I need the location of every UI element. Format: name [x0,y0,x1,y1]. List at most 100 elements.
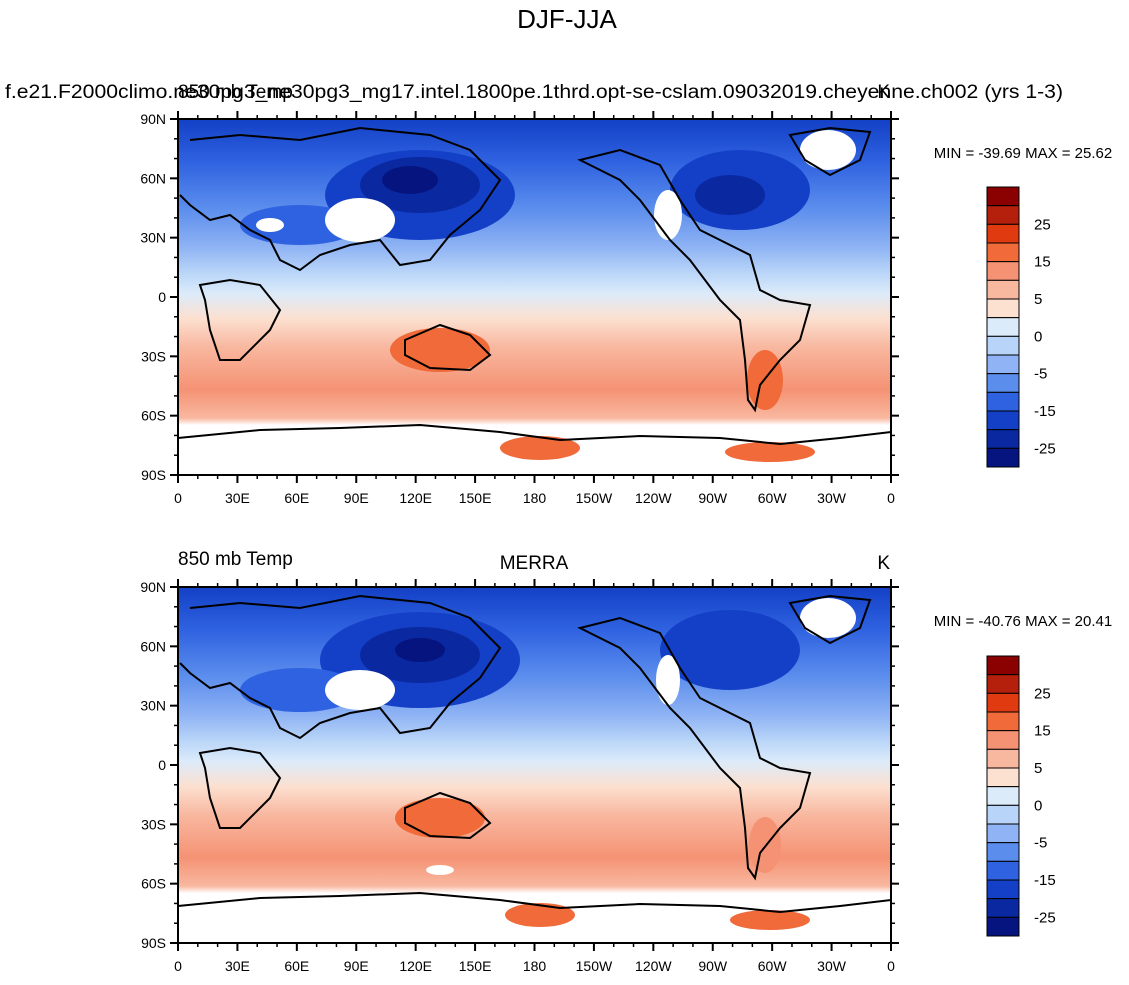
colorbar-label: 15 [1034,723,1051,740]
lon-tick-label: 180 [523,490,547,506]
lon-tick-label: 90E [344,490,369,506]
lat-tick-label: 60S [141,408,166,424]
colorbar-label: -5 [1034,835,1047,852]
lon-tick-label: 30E [225,490,250,506]
lon-tick-label: 90W [698,958,728,974]
colorbar-swatch [986,298,1020,319]
panel-left-label: 850 mb Temp [178,82,293,103]
colorbar-swatch [986,898,1020,918]
colorbar-label: 25 [1034,216,1051,233]
map-field [178,119,891,475]
colorbar-swatch [986,860,1020,881]
panel-model: 850 mb Temp K f.e21.F2000climo.ne30pg3_n… [5,82,1112,506]
colorbar: 25 15 5 0 -5 -15 -25 [986,186,1056,468]
colorbar-swatch [986,879,1020,900]
colorbar-label: -25 [1034,909,1056,926]
colorbar-swatch [986,823,1020,844]
panel-left-label: 850 mb Temp [178,549,293,570]
lon-tick-label: 150E [459,490,492,506]
panel-center-label: MERRA [500,553,569,574]
lon-tick-label: 0 [174,958,182,974]
colorbar-label: -5 [1034,366,1047,383]
lon-tick-label: 30E [225,958,250,974]
lon-tick-label: 30W [817,490,847,506]
colorbar-label: -15 [1034,403,1056,420]
lat-tick-label: 60N [140,638,166,654]
coastlines [177,126,892,446]
colorbar-swatch [986,842,1020,862]
lon-tick-label: 120E [399,490,432,506]
colorbar-swatch [986,767,1020,788]
colorbar-swatch [986,748,1020,769]
colorbar-label: 25 [1034,685,1051,702]
colorbar-swatch [986,335,1020,356]
colorbar-swatch [986,674,1020,694]
colorbar-swatch [986,447,1020,468]
lon-tick-label: 0 [887,958,895,974]
colorbar-swatch [986,711,1020,732]
colorbar-swatch [986,786,1020,806]
lat-tick-label: 30S [141,816,166,832]
lat-tick-label: 0 [158,757,166,773]
colorbar-swatch [986,730,1020,750]
colorbar-label: 0 [1034,797,1042,814]
lon-tick-label: 0 [887,490,895,506]
lon-tick-label: 150E [459,958,492,974]
axis-ticks: 90N 60N 30N 0 30S 60S 90S 0 30E 60E 90E 120E 150E 180… [140,111,899,506]
lon-tick-label: 60E [284,958,309,974]
coastlines [177,594,892,914]
colorbar-swatch [986,804,1020,825]
colorbar-swatch [986,205,1020,225]
lon-tick-label: 0 [174,490,182,506]
colorbar-swatch [986,692,1020,713]
colorbar-label: 0 [1034,328,1042,345]
colorbar-label: -15 [1034,872,1056,889]
lat-tick-label: 90N [140,579,166,595]
colorbar-swatch [986,655,1020,676]
lat-tick-label: 90N [140,111,166,127]
colorbar-swatch [986,916,1020,937]
lon-tick-label: 120W [635,490,672,506]
lon-tick-label: 120E [399,958,432,974]
colorbar-swatch [986,354,1020,375]
colorbar-swatch [986,186,1020,207]
colorbar-swatch [986,391,1020,412]
panel-units: K [877,553,890,574]
lon-tick-label: 120W [635,958,672,974]
colorbar-swatch [986,317,1020,337]
axis-ticks: 90N 60N 30N 0 30S 60S 90S 0 30E 60E 90E 120E 150E 180… [140,579,899,974]
min-max-label: MIN = -39.69 MAX = 25.62 [934,145,1112,162]
lon-tick-label: 60W [758,958,788,974]
lon-tick-label: 90W [698,490,728,506]
colorbar-swatch [986,242,1020,263]
lat-tick-label: 60S [141,876,166,892]
map-field [178,587,891,943]
lat-tick-label: 30N [140,230,166,246]
lat-tick-label: 60N [140,170,166,186]
colorbar: 25 15 5 0 -5 -15 -25 [986,655,1056,937]
lat-tick-label: 90S [141,467,166,483]
colorbar-swatch [986,261,1020,281]
min-max-label: MIN = -40.76 MAX = 20.41 [934,613,1112,630]
colorbar-label: 15 [1034,254,1051,271]
lat-tick-label: 30N [140,698,166,714]
colorbar-swatch [986,279,1020,300]
lon-tick-label: 150W [576,490,613,506]
lon-tick-label: 60W [758,490,788,506]
colorbar-swatch [986,429,1020,449]
lon-tick-label: 30W [817,958,847,974]
lon-tick-label: 150W [576,958,613,974]
colorbar-label: 5 [1034,291,1042,308]
colorbar-label: 5 [1034,760,1042,777]
colorbar-swatch [986,373,1020,393]
lat-tick-label: 0 [158,289,166,305]
lon-tick-label: 90E [344,958,369,974]
panel-units: K [877,82,890,103]
page-title: DJF-JJA [517,4,617,34]
case-title: f.e21.F2000climo.ne30pg3_ne30pg3_mg17.in… [5,82,1063,103]
lon-tick-label: 60E [284,490,309,506]
colorbar-label: -25 [1034,440,1056,457]
lat-tick-label: 30S [141,348,166,364]
colorbar-swatch [986,223,1020,244]
